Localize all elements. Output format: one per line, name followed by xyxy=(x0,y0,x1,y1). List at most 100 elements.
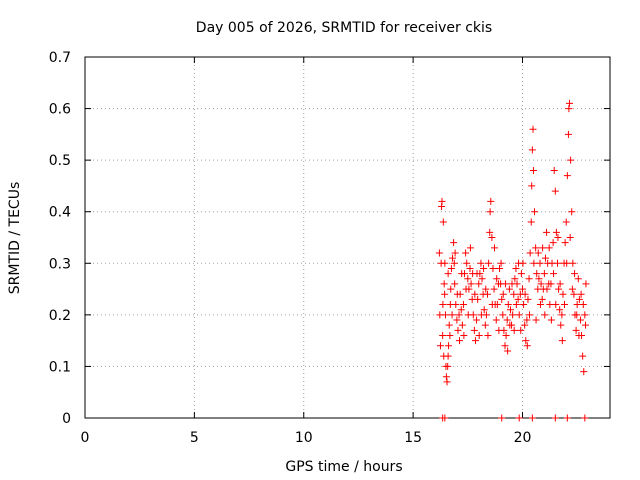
data-point-marker xyxy=(447,264,455,272)
y-tick-label: 0.1 xyxy=(49,359,71,375)
data-point-marker xyxy=(473,270,481,278)
data-point-marker xyxy=(510,290,518,298)
chart-title: Day 005 of 2026, SRMTID for receiver cki… xyxy=(196,20,492,36)
data-point-marker xyxy=(435,249,443,257)
data-point-marker xyxy=(471,337,479,345)
data-point-marker xyxy=(546,301,554,309)
y-tick-label: 0.7 xyxy=(49,50,71,66)
data-point-marker xyxy=(566,234,574,241)
data-point-marker xyxy=(447,285,455,293)
data-point-marker xyxy=(506,321,514,329)
grid-lines xyxy=(85,57,610,418)
data-point-marker xyxy=(563,259,571,267)
data-point-marker xyxy=(445,321,453,329)
data-point-marker xyxy=(512,264,520,272)
data-point-marker xyxy=(493,275,501,283)
data-point-marker xyxy=(491,244,498,252)
data-point-marker xyxy=(467,280,475,288)
data-point-marker xyxy=(459,301,467,309)
data-point-marker xyxy=(439,331,447,339)
data-point-marker xyxy=(498,414,506,422)
data-point-marker xyxy=(462,249,470,257)
data-point-marker xyxy=(522,337,530,345)
data-point-marker xyxy=(480,264,488,272)
data-point-marker xyxy=(539,244,547,252)
y-tick-label: 0.6 xyxy=(49,102,71,118)
data-point-marker xyxy=(466,244,474,252)
data-point-marker xyxy=(532,244,540,252)
data-point-marker xyxy=(503,316,511,324)
data-point-marker xyxy=(582,280,590,288)
data-point-marker xyxy=(444,362,452,370)
x-tick-label: 15 xyxy=(404,430,422,446)
plot-frame xyxy=(84,56,611,419)
data-point-marker xyxy=(551,187,559,195)
data-point-marker xyxy=(561,239,569,247)
data-point-marker xyxy=(568,208,576,216)
data-point-marker xyxy=(526,249,534,257)
data-point-marker xyxy=(462,285,470,293)
data-point-marker xyxy=(501,342,509,350)
data-point-marker xyxy=(557,321,565,329)
data-point-marker xyxy=(509,311,517,319)
data-point-marker xyxy=(504,301,512,309)
x-tick-label: 0 xyxy=(81,430,90,446)
data-point-marker xyxy=(536,301,544,309)
y-tick-label: 0 xyxy=(62,411,71,427)
data-point-marker xyxy=(517,270,525,278)
x-axis-label: GPS time / hours xyxy=(285,459,402,475)
data-point-marker xyxy=(528,146,536,154)
data-point-marker xyxy=(554,234,562,241)
data-point-marker xyxy=(448,311,456,319)
data-point-marker xyxy=(568,285,576,293)
data-point-marker xyxy=(453,316,461,324)
data-point-marker xyxy=(439,218,447,226)
data-point-marker xyxy=(569,259,577,267)
data-point-marker xyxy=(496,264,504,272)
data-point-marker xyxy=(526,311,533,319)
data-point-marker xyxy=(520,301,528,309)
data-point-marker xyxy=(563,414,571,422)
data-point-marker xyxy=(574,275,582,283)
data-point-marker xyxy=(441,290,449,298)
data-point-marker xyxy=(524,295,532,303)
x-tick-label: 10 xyxy=(295,430,313,446)
data-point-marker xyxy=(566,99,574,107)
data-point-marker xyxy=(508,280,516,288)
data-point-marker xyxy=(558,337,566,345)
data-point-marker xyxy=(445,342,453,350)
data-point-marker xyxy=(549,239,557,247)
data-point-marker xyxy=(450,259,458,267)
data-point-marker xyxy=(582,321,589,329)
data-point-marker xyxy=(543,228,551,236)
data-point-marker xyxy=(573,301,581,309)
data-point-marker xyxy=(529,166,537,174)
data-point-marker xyxy=(489,264,497,272)
data-point-marker xyxy=(561,301,568,309)
data-points xyxy=(435,99,590,422)
data-point-marker xyxy=(527,218,535,226)
data-point-marker xyxy=(436,342,444,350)
data-point-marker xyxy=(464,275,472,283)
data-point-marker xyxy=(486,228,494,236)
data-point-marker xyxy=(474,295,482,303)
data-point-marker xyxy=(477,259,485,267)
data-point-marker xyxy=(515,414,523,422)
data-point-marker xyxy=(475,280,483,288)
data-point-marker xyxy=(452,301,460,309)
data-point-marker xyxy=(571,270,579,278)
data-point-marker xyxy=(579,352,587,360)
data-point-marker xyxy=(579,301,587,309)
data-point-marker xyxy=(511,275,519,283)
data-point-marker xyxy=(495,326,503,334)
data-point-marker xyxy=(451,280,459,288)
data-point-marker xyxy=(484,290,491,298)
data-point-marker xyxy=(460,331,468,339)
data-point-marker xyxy=(567,156,575,164)
y-axis-label: SRMTID / TECUs xyxy=(7,182,23,295)
data-point-marker xyxy=(556,280,564,288)
data-point-marker xyxy=(528,414,536,422)
data-point-marker xyxy=(523,316,531,324)
data-point-marker xyxy=(443,378,451,386)
data-point-marker xyxy=(450,239,458,247)
